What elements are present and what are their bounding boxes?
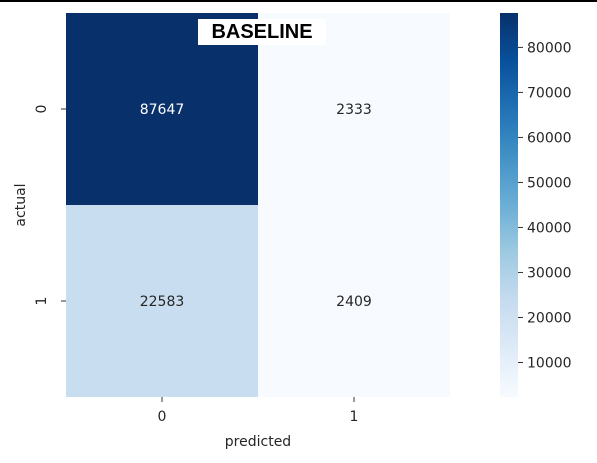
y-axis-label: actual bbox=[13, 183, 29, 226]
colorbar-tick-label-7: 80000 bbox=[527, 40, 572, 56]
colorbar-tick-label-1: 20000 bbox=[527, 310, 572, 326]
cell-value-r0-c0: 87647 bbox=[140, 102, 185, 118]
y-tick-label-0: 0 bbox=[34, 105, 50, 114]
cell-value-r1-c0: 22583 bbox=[140, 294, 185, 310]
chart-title: BASELINE bbox=[198, 19, 326, 45]
x-tick-label-0: 0 bbox=[158, 409, 167, 425]
colorbar-tick-label-3: 40000 bbox=[527, 220, 572, 236]
colorbar-tick-label-4: 50000 bbox=[527, 175, 572, 191]
colorbar-tick-label-2: 30000 bbox=[527, 265, 572, 281]
cell-value-r0-c1: 2333 bbox=[336, 102, 372, 118]
cell-value-r1-c1: 2409 bbox=[336, 294, 372, 310]
colorbar-tick-label-0: 10000 bbox=[527, 355, 572, 371]
x-tick-label-1: 1 bbox=[350, 409, 359, 425]
colorbar-tick-label-5: 60000 bbox=[527, 130, 572, 146]
x-axis-label: predicted bbox=[225, 434, 291, 450]
colorbar-tick-label-6: 70000 bbox=[527, 85, 572, 101]
colorbar bbox=[500, 13, 518, 397]
y-tick-label-1: 1 bbox=[34, 297, 50, 306]
